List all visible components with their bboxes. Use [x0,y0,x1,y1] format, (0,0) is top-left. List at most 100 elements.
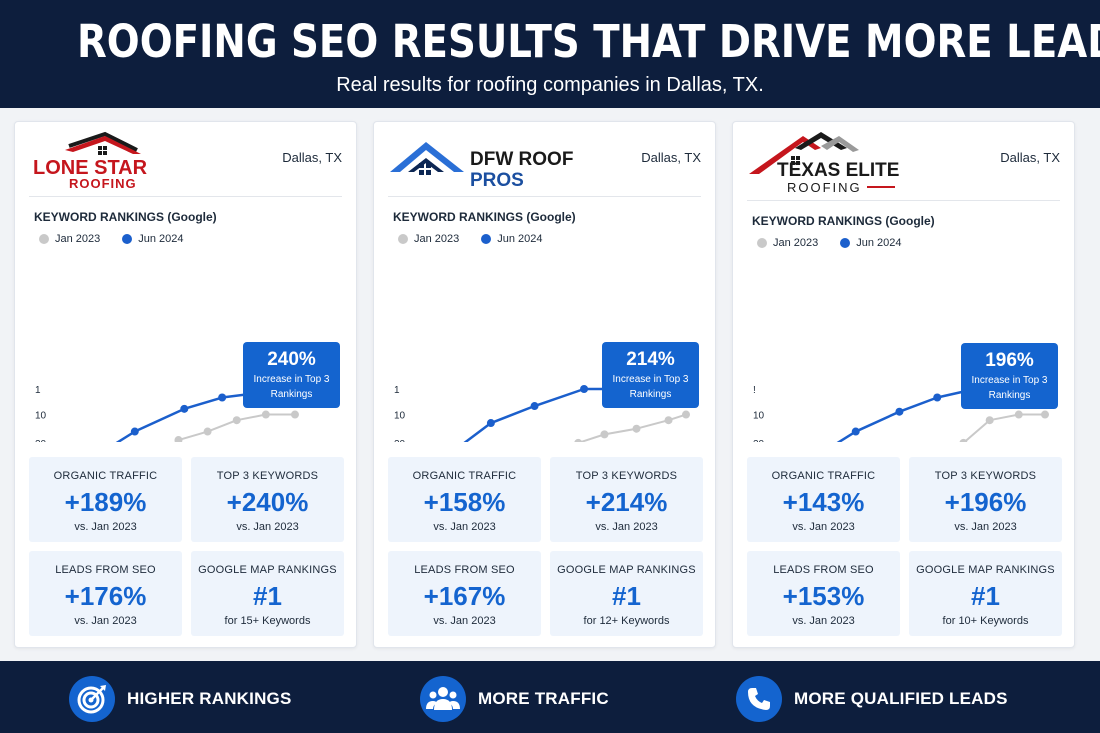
target-arrow-icon [69,676,115,722]
data-point [985,416,994,425]
stat-leads-from-seo: LEADS FROM SEO +153% vs. Jan 2023 [747,551,900,636]
chart-title: KEYWORD RANKINGS (Google) [752,214,935,228]
badge-text-2: Rankings [270,389,313,400]
badge-text-2: Rankings [988,390,1031,401]
data-point [174,436,183,442]
y-tick-label: 1 [394,385,400,396]
stat-note: vs. Jan 2023 [954,521,1017,533]
logo-line1: DFW ROOF [470,149,573,170]
data-point [1041,410,1049,419]
divider [388,196,701,197]
y-tick-label: 1 [35,385,41,396]
footer-bar: HIGHER RANKINGS MORE TRAFFIC MORE QUALIF… [0,661,1100,733]
feature-higher-rankings: HIGHER RANKINGS [69,676,292,722]
stat-note: vs. Jan 2023 [595,521,658,533]
y-tick-label: 10 [394,411,406,422]
y-tick-label: 20 [35,439,47,442]
y-tick-label: ! [753,385,756,396]
stat-label: LEADS FROM SEO [414,564,515,576]
badge-text: Increase in Top 3 [612,374,689,385]
client-card-lone-star: LONE STAR ROOFING Dallas, TX KEYWORD RAN… [14,121,357,648]
stat-note: vs. Jan 2023 [792,521,855,533]
data-point [574,438,583,442]
top3-increase-badge: 196% Increase in Top 3 Rankings [961,343,1058,409]
stat-label: ORGANIC TRAFFIC [412,470,517,482]
legend-label-jan-2023: Jan 2023 [55,233,101,245]
stat-note: vs. Jan 2023 [236,521,299,533]
logo-line2: ROOFING [69,176,137,191]
stat-label: GOOGLE MAP RANKINGS [916,564,1055,576]
data-point [851,427,860,436]
y-tick-label: 20 [753,439,765,442]
stat-label: LEADS FROM SEO [55,564,156,576]
data-point [180,404,189,413]
stat-note: vs. Jan 2023 [433,521,496,533]
feature-label: HIGHER RANKINGS [127,689,292,708]
stat-note: for 12+ Keywords [583,615,670,627]
stat-value: +153% [782,581,865,611]
data-point [580,385,589,393]
page-header: ROOFING SEO RESULTS THAT DRIVE MORE LEAD… [0,0,1100,108]
stat-note: vs. Jan 2023 [433,615,496,627]
stat-value: +189% [64,487,147,517]
data-point [290,410,299,419]
data-point [530,402,539,411]
chart-legend: Jan 2023 Jun 2024 [39,233,206,245]
stat-note: for 15+ Keywords [224,615,311,627]
data-point [933,393,942,402]
stat-note: vs. Jan 2023 [74,615,137,627]
stat-label: GOOGLE MAP RANKINGS [557,564,696,576]
data-point [130,427,139,436]
chart-legend: Jan 2023 Jun 2024 [398,233,565,245]
stat-value: +214% [585,487,668,517]
badge-text: Increase in Top 3 [971,375,1048,386]
logo-line1: LONE STAR [33,157,148,179]
feature-label: MORE TRAFFIC [478,689,609,708]
page-subtitle: Real results for roofing companies in Da… [336,74,764,96]
logo-line1: TEXAS ELITE [777,160,899,181]
stat-label: LEADS FROM SEO [773,564,874,576]
stat-label: GOOGLE MAP RANKINGS [198,564,337,576]
data-point [959,438,968,442]
feature-more-traffic: MORE TRAFFIC [420,676,609,722]
stat-organic-traffic: ORGANIC TRAFFIC +143% vs. Jan 2023 [747,457,900,542]
logo-line2: PROS [470,170,524,191]
stat-value: #1 [971,581,1000,611]
legend-dot-jan-2023 [398,234,408,244]
stat-leads-from-seo: LEADS FROM SEO +176% vs. Jan 2023 [29,551,182,636]
chart-legend: Jan 2023 Jun 2024 [757,237,924,249]
y-tick-label: 10 [35,411,47,422]
phone-icon [736,676,782,722]
data-point [664,416,673,425]
legend-label-jun-2024: Jun 2024 [497,233,543,245]
data-point [682,410,690,419]
data-point [232,416,241,425]
chart-title: KEYWORD RANKINGS (Google) [393,210,576,224]
stat-value: #1 [612,581,641,611]
stat-value: +176% [64,581,147,611]
stat-top3-keywords: TOP 3 KEYWORDS +196% vs. Jan 2023 [909,457,1062,542]
legend-dot-jan-2023 [757,238,767,248]
legend-label-jan-2023: Jan 2023 [414,233,460,245]
badge-text-2: Rankings [629,389,672,400]
legend-label-jun-2024: Jun 2024 [856,237,902,249]
stat-value: +240% [226,487,309,517]
data-point [895,407,904,416]
legend-dot-jun-2024 [122,234,133,244]
stat-label: TOP 3 KEYWORDS [216,470,319,482]
page-title: ROOFING SEO RESULTS THAT DRIVE MORE LEAD… [77,15,1100,68]
y-tick-label: 10 [753,411,765,422]
dfw-roof-pros-logo: DFW ROOF PROS [390,142,573,191]
data-point [1014,410,1023,419]
feature-label: MORE QUALIFIED LEADS [794,689,1008,708]
stat-note: vs. Jan 2023 [74,521,137,533]
texas-elite-roofing-logo: TEXAS ELITE ROOFING [749,132,899,195]
data-point [600,430,609,439]
city-label: Dallas, TX [1000,150,1060,165]
stat-top3-keywords: TOP 3 KEYWORDS +240% vs. Jan 2023 [191,457,344,542]
lone-star-roofing-logo: LONE STAR ROOFING [33,131,148,191]
data-point [486,419,495,428]
stat-note: for 10+ Keywords [942,615,1029,627]
city-label: Dallas, TX [282,150,342,165]
stat-label: ORGANIC TRAFFIC [771,470,876,482]
